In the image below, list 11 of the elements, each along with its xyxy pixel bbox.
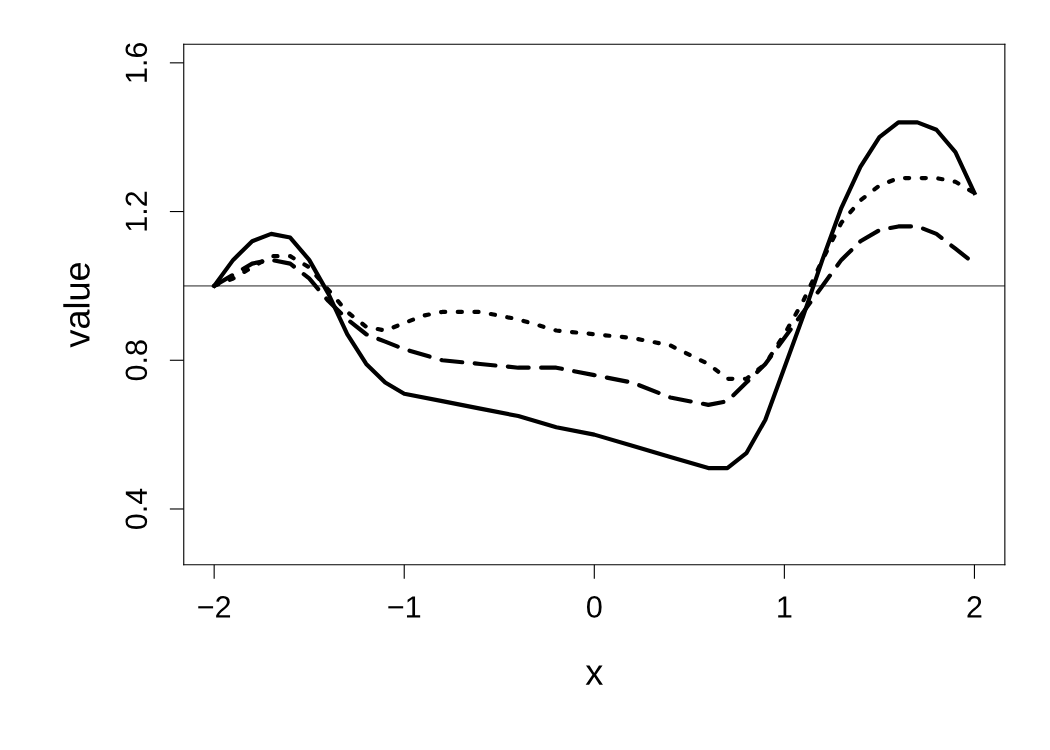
x-tick-label: 0: [587, 596, 602, 618]
x-tick-label: −1: [388, 596, 421, 618]
y-tick-label: 1.6: [125, 42, 148, 82]
x-tick-label: −2: [198, 596, 231, 618]
y-tick-label: 0.4: [125, 488, 148, 530]
y-tick-label: 1.2: [125, 191, 147, 231]
x-tick-label: 2: [967, 596, 982, 618]
y-axis-title: value: [63, 262, 90, 348]
x-axis-title: x: [585, 665, 603, 685]
x-tick-label: 1: [778, 596, 792, 618]
y-tick-label: 0.8: [125, 340, 148, 381]
